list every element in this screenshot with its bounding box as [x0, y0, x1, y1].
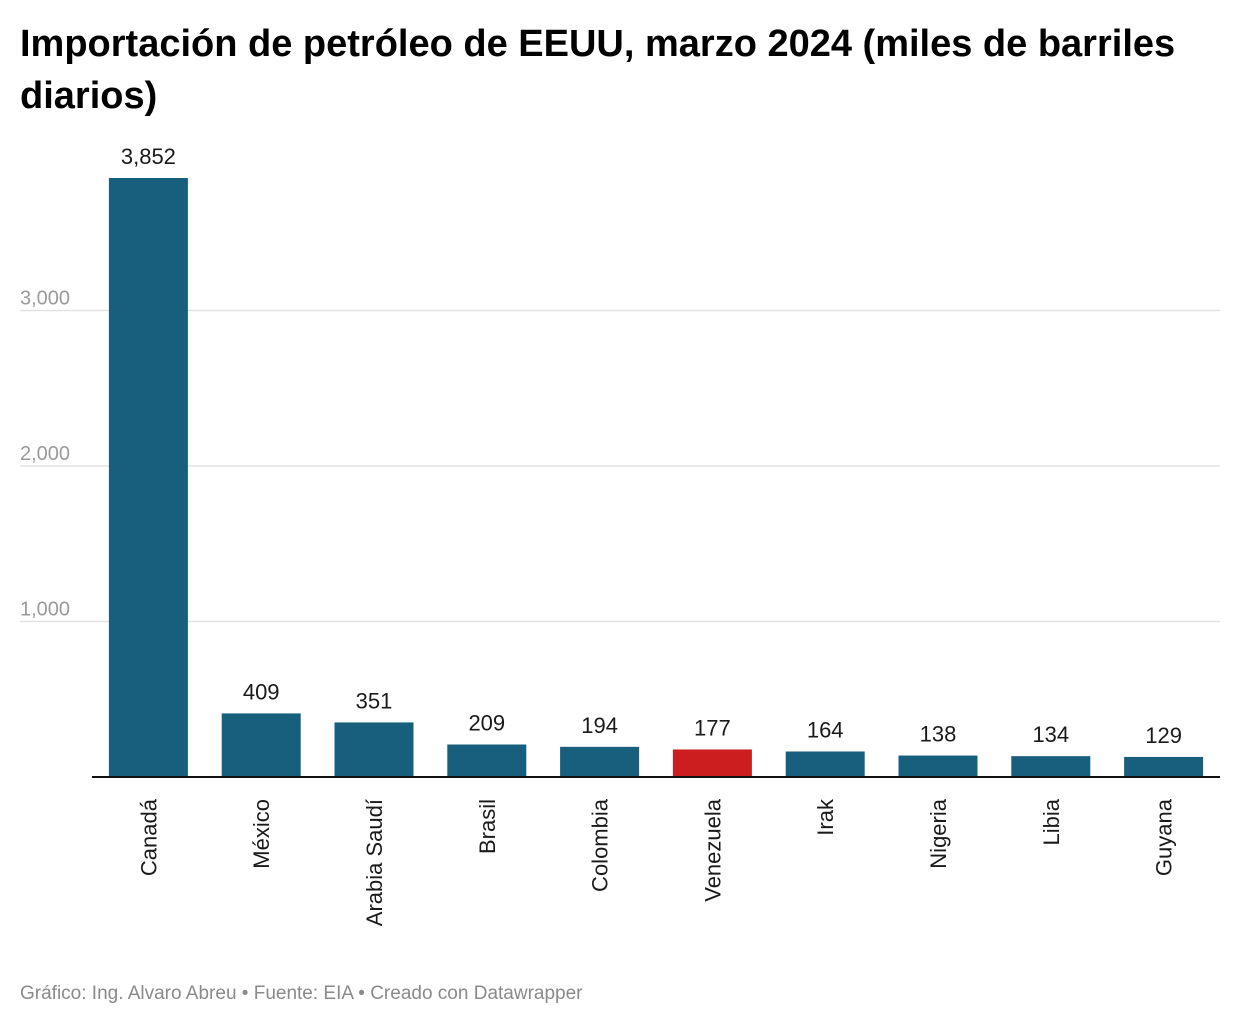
- category-label: Colombia: [588, 798, 613, 892]
- footer-credit: Gráfico: Ing. Alvaro Abreu • Fuente: EIA…: [20, 983, 583, 1004]
- bar-9: [1011, 756, 1091, 777]
- category-label: Brasil: [475, 799, 500, 854]
- bar-7: [785, 751, 865, 777]
- bar-1: [108, 178, 188, 777]
- bar-5: [560, 746, 640, 777]
- bars: [108, 178, 1204, 777]
- category-label: Canadá: [136, 798, 161, 876]
- category-label: Irak: [813, 798, 838, 836]
- bar-4: [447, 744, 527, 777]
- category-label: Arabia Saudí: [362, 799, 387, 926]
- value-label: 209: [468, 710, 505, 735]
- bar-10: [1124, 756, 1204, 777]
- y-axis-ticks: 1,000 2,000 3,000: [20, 287, 70, 620]
- y-tick-label: 3,000: [20, 287, 70, 309]
- value-label: 194: [581, 713, 618, 738]
- bar-3: [334, 722, 414, 777]
- value-label: 3,852: [121, 144, 176, 169]
- category-labels: Canadá México Arabia Saudí Brasil Colombia Ve…: [136, 798, 1176, 926]
- bar-6: [672, 749, 752, 777]
- y-tick-label: 2,000: [20, 443, 70, 465]
- y-tick-label: 1,000: [20, 598, 70, 620]
- value-labels: 3,852 409 351 209 194 177 164 138 134 129: [121, 144, 1182, 748]
- category-label: México: [249, 799, 274, 869]
- value-label: 138: [920, 722, 957, 747]
- gridlines: [20, 309, 1220, 623]
- value-label: 177: [694, 715, 731, 740]
- category-label: Guyana: [1152, 798, 1177, 876]
- category-label: Nigeria: [926, 798, 951, 868]
- category-label: Venezuela: [700, 798, 725, 902]
- category-label: Libia: [1039, 798, 1064, 845]
- value-label: 351: [356, 688, 393, 713]
- value-label: 134: [1032, 722, 1069, 747]
- value-label: 409: [243, 679, 280, 704]
- bar-2: [221, 713, 301, 777]
- bar-8: [898, 755, 978, 777]
- value-label: 164: [807, 717, 844, 742]
- chart-title: Importación de petróleo de EEUU, marzo 2…: [20, 23, 1176, 117]
- value-label: 129: [1145, 723, 1182, 748]
